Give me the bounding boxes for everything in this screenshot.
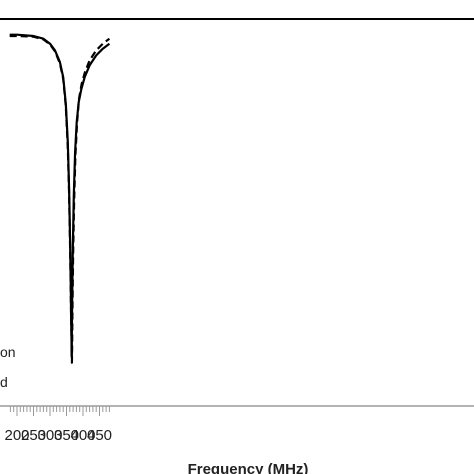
x-tick-label: 250 <box>21 427 46 444</box>
x-tick-label: 450 <box>87 427 112 444</box>
x-axis-title: Frequency (MHz) <box>188 461 309 474</box>
legend-entry-1-text: on <box>0 344 16 360</box>
series-layer <box>9 33 111 364</box>
series-line-2-dashed <box>9 34 111 364</box>
x-tick-label: 200 <box>4 427 29 444</box>
legend-entry-2-text: d <box>0 374 8 390</box>
x-tick-label: 400 <box>70 427 95 444</box>
x-tick-label: 300 <box>37 427 62 444</box>
series-line-1-solid <box>9 33 111 358</box>
x-tick-label: 350 <box>54 427 79 444</box>
x-axis-ticks <box>9 406 110 416</box>
